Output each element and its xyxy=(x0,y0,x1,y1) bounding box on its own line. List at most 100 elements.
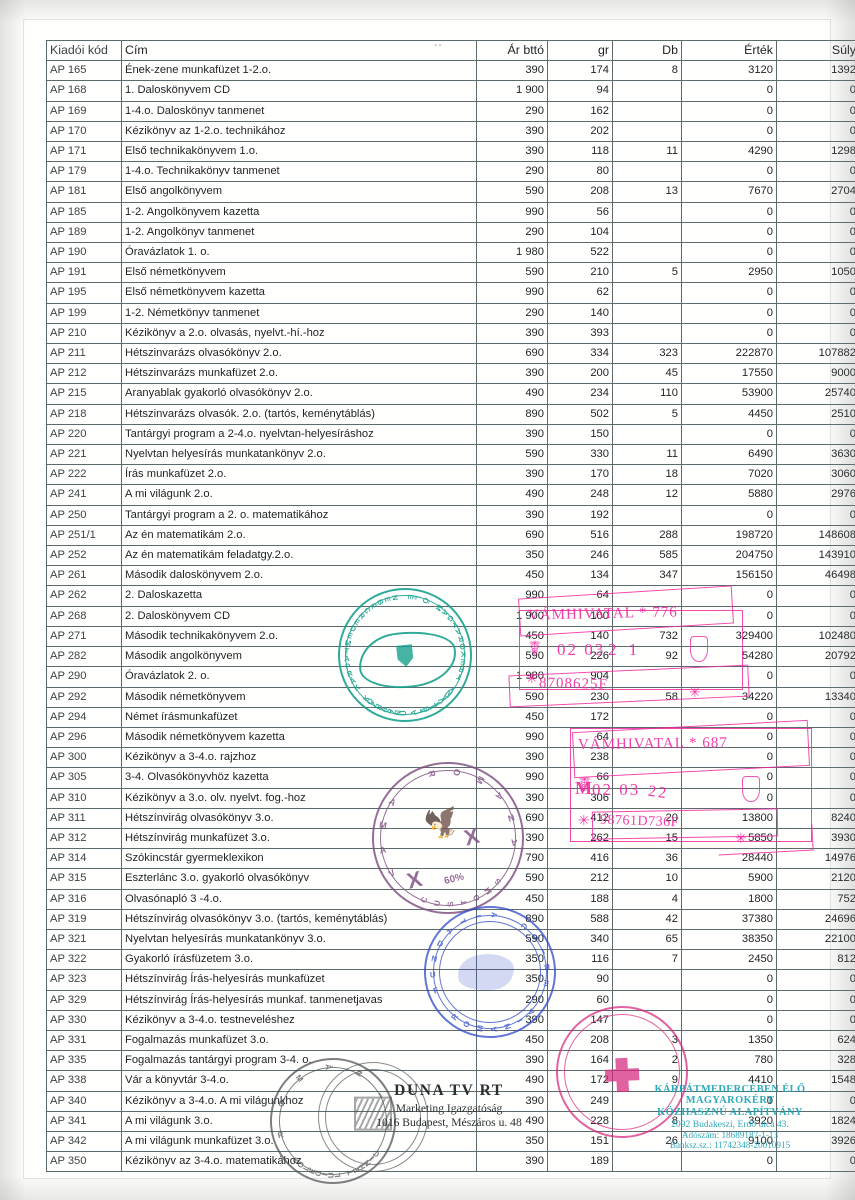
table-row: AP 215 Aranyablak gyakorló olvasókönyv 2.… xyxy=(46,383,855,405)
cell-weight: 0 xyxy=(776,221,855,244)
cell-price: 1 980 xyxy=(476,242,548,264)
cell-weight: 20792 xyxy=(776,646,855,668)
cell-db: 5 xyxy=(612,262,682,284)
cell-db: 92 xyxy=(612,646,682,668)
cell-db: 11 xyxy=(612,141,682,163)
cell-weight: 0 xyxy=(776,605,855,627)
cell-code: AP 170 xyxy=(46,120,122,143)
cell-title: Első németkönyvem xyxy=(121,262,477,284)
cell-db xyxy=(612,787,682,809)
cell-gr: 60 xyxy=(547,989,613,1011)
cell-gr: 904 xyxy=(547,666,613,688)
cell-gr: 151 xyxy=(547,1130,613,1153)
cell-price: 390 xyxy=(476,322,548,345)
cell-code: AP 221 xyxy=(46,444,122,466)
cell-title: 1-4.o. Daloskönyv tanmenet xyxy=(121,100,477,122)
cell-title: Hétszínvirág Írás-helyesírás munkaf. tan… xyxy=(121,989,477,1011)
cell-weight: 0 xyxy=(776,747,855,769)
cell-db xyxy=(612,100,682,122)
cell-weight: 22100 xyxy=(776,928,855,951)
cell-weight: 9000 xyxy=(776,363,855,385)
cell-db: 110 xyxy=(612,383,682,405)
cell-weight: 0 xyxy=(776,726,855,749)
cell-db xyxy=(612,504,682,526)
table-row: AP 251/1 Az én matematikám 2.o. 690 516 288 1… xyxy=(46,524,855,547)
cell-db: 11 xyxy=(612,444,682,466)
cell-title: Első technikakönyvem 1.o. xyxy=(121,141,477,163)
cell-weight: 0 xyxy=(776,201,855,223)
cell-title: Aranyablak gyakorló olvasókönyv 2.o. xyxy=(121,383,477,405)
cell-value: 0 xyxy=(681,585,777,607)
cell-price: 990 xyxy=(476,767,548,789)
cell-db: 4 xyxy=(612,888,682,910)
table-row: AP 250 Tantárgyi program a 2. o. matemati… xyxy=(46,504,855,526)
cell-db: 288 xyxy=(612,524,682,547)
table-row: AP 311 Hétszínvirág olvasókönyv 3.o. 690 41… xyxy=(46,807,855,829)
cell-weight: 3930 xyxy=(776,827,855,850)
cell-db xyxy=(612,666,682,688)
foundation-name-line-1: KÁRPÁTMEDERCÉBEN ÉLŐ xyxy=(654,1084,806,1095)
cell-title: Hétszínvirág Írás-helyesírás munkafüzet xyxy=(121,969,477,991)
cell-gr: 188 xyxy=(547,888,613,910)
cell-gr: 150 xyxy=(547,423,613,446)
cell-db xyxy=(612,605,682,627)
cell-weight: 0 xyxy=(776,989,855,1011)
cell-price: 350 xyxy=(476,1130,548,1153)
foundation-name-line-2: MAGYAROKÉRT xyxy=(685,1095,775,1107)
cell-value: 0 xyxy=(681,201,777,223)
cell-value: 0 xyxy=(681,100,777,122)
cell-title: Az én matematikám 2.o. xyxy=(121,524,477,547)
cell-value: 0 xyxy=(681,706,777,728)
cell-price: 450 xyxy=(476,1029,548,1052)
cell-db xyxy=(612,161,682,183)
cell-db: 3 xyxy=(612,1029,682,1052)
cell-title: Második technikakönyvem 2.o. xyxy=(121,625,477,648)
cell-value: 0 xyxy=(681,80,777,102)
cell-weight: 14976 xyxy=(776,848,855,870)
cell-code: AP 335 xyxy=(46,1050,122,1072)
cell-weight: 46498 xyxy=(776,565,855,587)
cell-value: 17550 xyxy=(681,363,777,385)
cell-code: AP 319 xyxy=(46,908,122,930)
cell-title: Német írásmunkafüzet xyxy=(121,706,477,728)
cell-db: 347 xyxy=(612,565,682,587)
cell-weight: 107882 xyxy=(776,343,855,365)
cell-code: AP 282 xyxy=(46,646,122,668)
table-row: AP 210 Kézikönyv a 2.o. olvasás, nyelvt.-… xyxy=(46,322,855,345)
duna-tv-footer-block: DUNA TV RT Marketing Igazgatóság 1016 Bu… xyxy=(334,1082,564,1129)
cell-weight: 1392 xyxy=(776,60,855,82)
cell-title: Olvasónapló 3 -4.o. xyxy=(121,888,477,910)
cell-title: Gyakorló írásfüzetem 3.o. xyxy=(121,949,477,971)
cell-weight: 1298 xyxy=(776,141,855,163)
cell-value: 0 xyxy=(681,282,777,304)
cell-value: 3120 xyxy=(681,60,777,82)
cell-gr: 416 xyxy=(547,848,613,870)
cell-code: AP 294 xyxy=(46,706,122,728)
table-row: AP 322 Gyakorló írásfüzetem 3.o. 350 116 7 24… xyxy=(46,949,855,971)
cell-price: 390 xyxy=(476,60,548,82)
cell-db xyxy=(612,989,682,1011)
cell-weight: 0 xyxy=(776,100,855,122)
table-row: AP 218 Hétszinvarázs olvasók. 2.o. (tartó… xyxy=(46,403,855,425)
cell-title: Második daloskönyvem 2.o. xyxy=(121,565,477,587)
cell-title: Első angolkönyvem xyxy=(121,181,477,203)
column-header-db: Db xyxy=(612,39,682,62)
cell-price: 790 xyxy=(476,848,548,870)
cell-code: AP 271 xyxy=(46,625,122,648)
cell-price: 590 xyxy=(476,181,548,203)
column-header-code: Kiadói kód xyxy=(46,39,122,62)
table-row: AP 329 Hétszínvirág Írás-helyesírás munka… xyxy=(46,989,855,1011)
duna-tv-address: 1016 Budapest, Mészáros u. 48 xyxy=(376,1116,522,1129)
cell-price: 890 xyxy=(476,403,548,425)
cell-price: 350 xyxy=(476,545,548,567)
cell-code: AP 296 xyxy=(46,726,122,749)
cell-code: AP 314 xyxy=(46,848,122,870)
cell-value: 0 xyxy=(681,747,777,769)
cell-price: 350 xyxy=(476,949,548,971)
cell-gr: 249 xyxy=(547,1090,613,1112)
cell-gr: 212 xyxy=(547,868,613,890)
cell-code: AP 218 xyxy=(46,403,122,425)
cell-code: AP 190 xyxy=(46,242,122,264)
